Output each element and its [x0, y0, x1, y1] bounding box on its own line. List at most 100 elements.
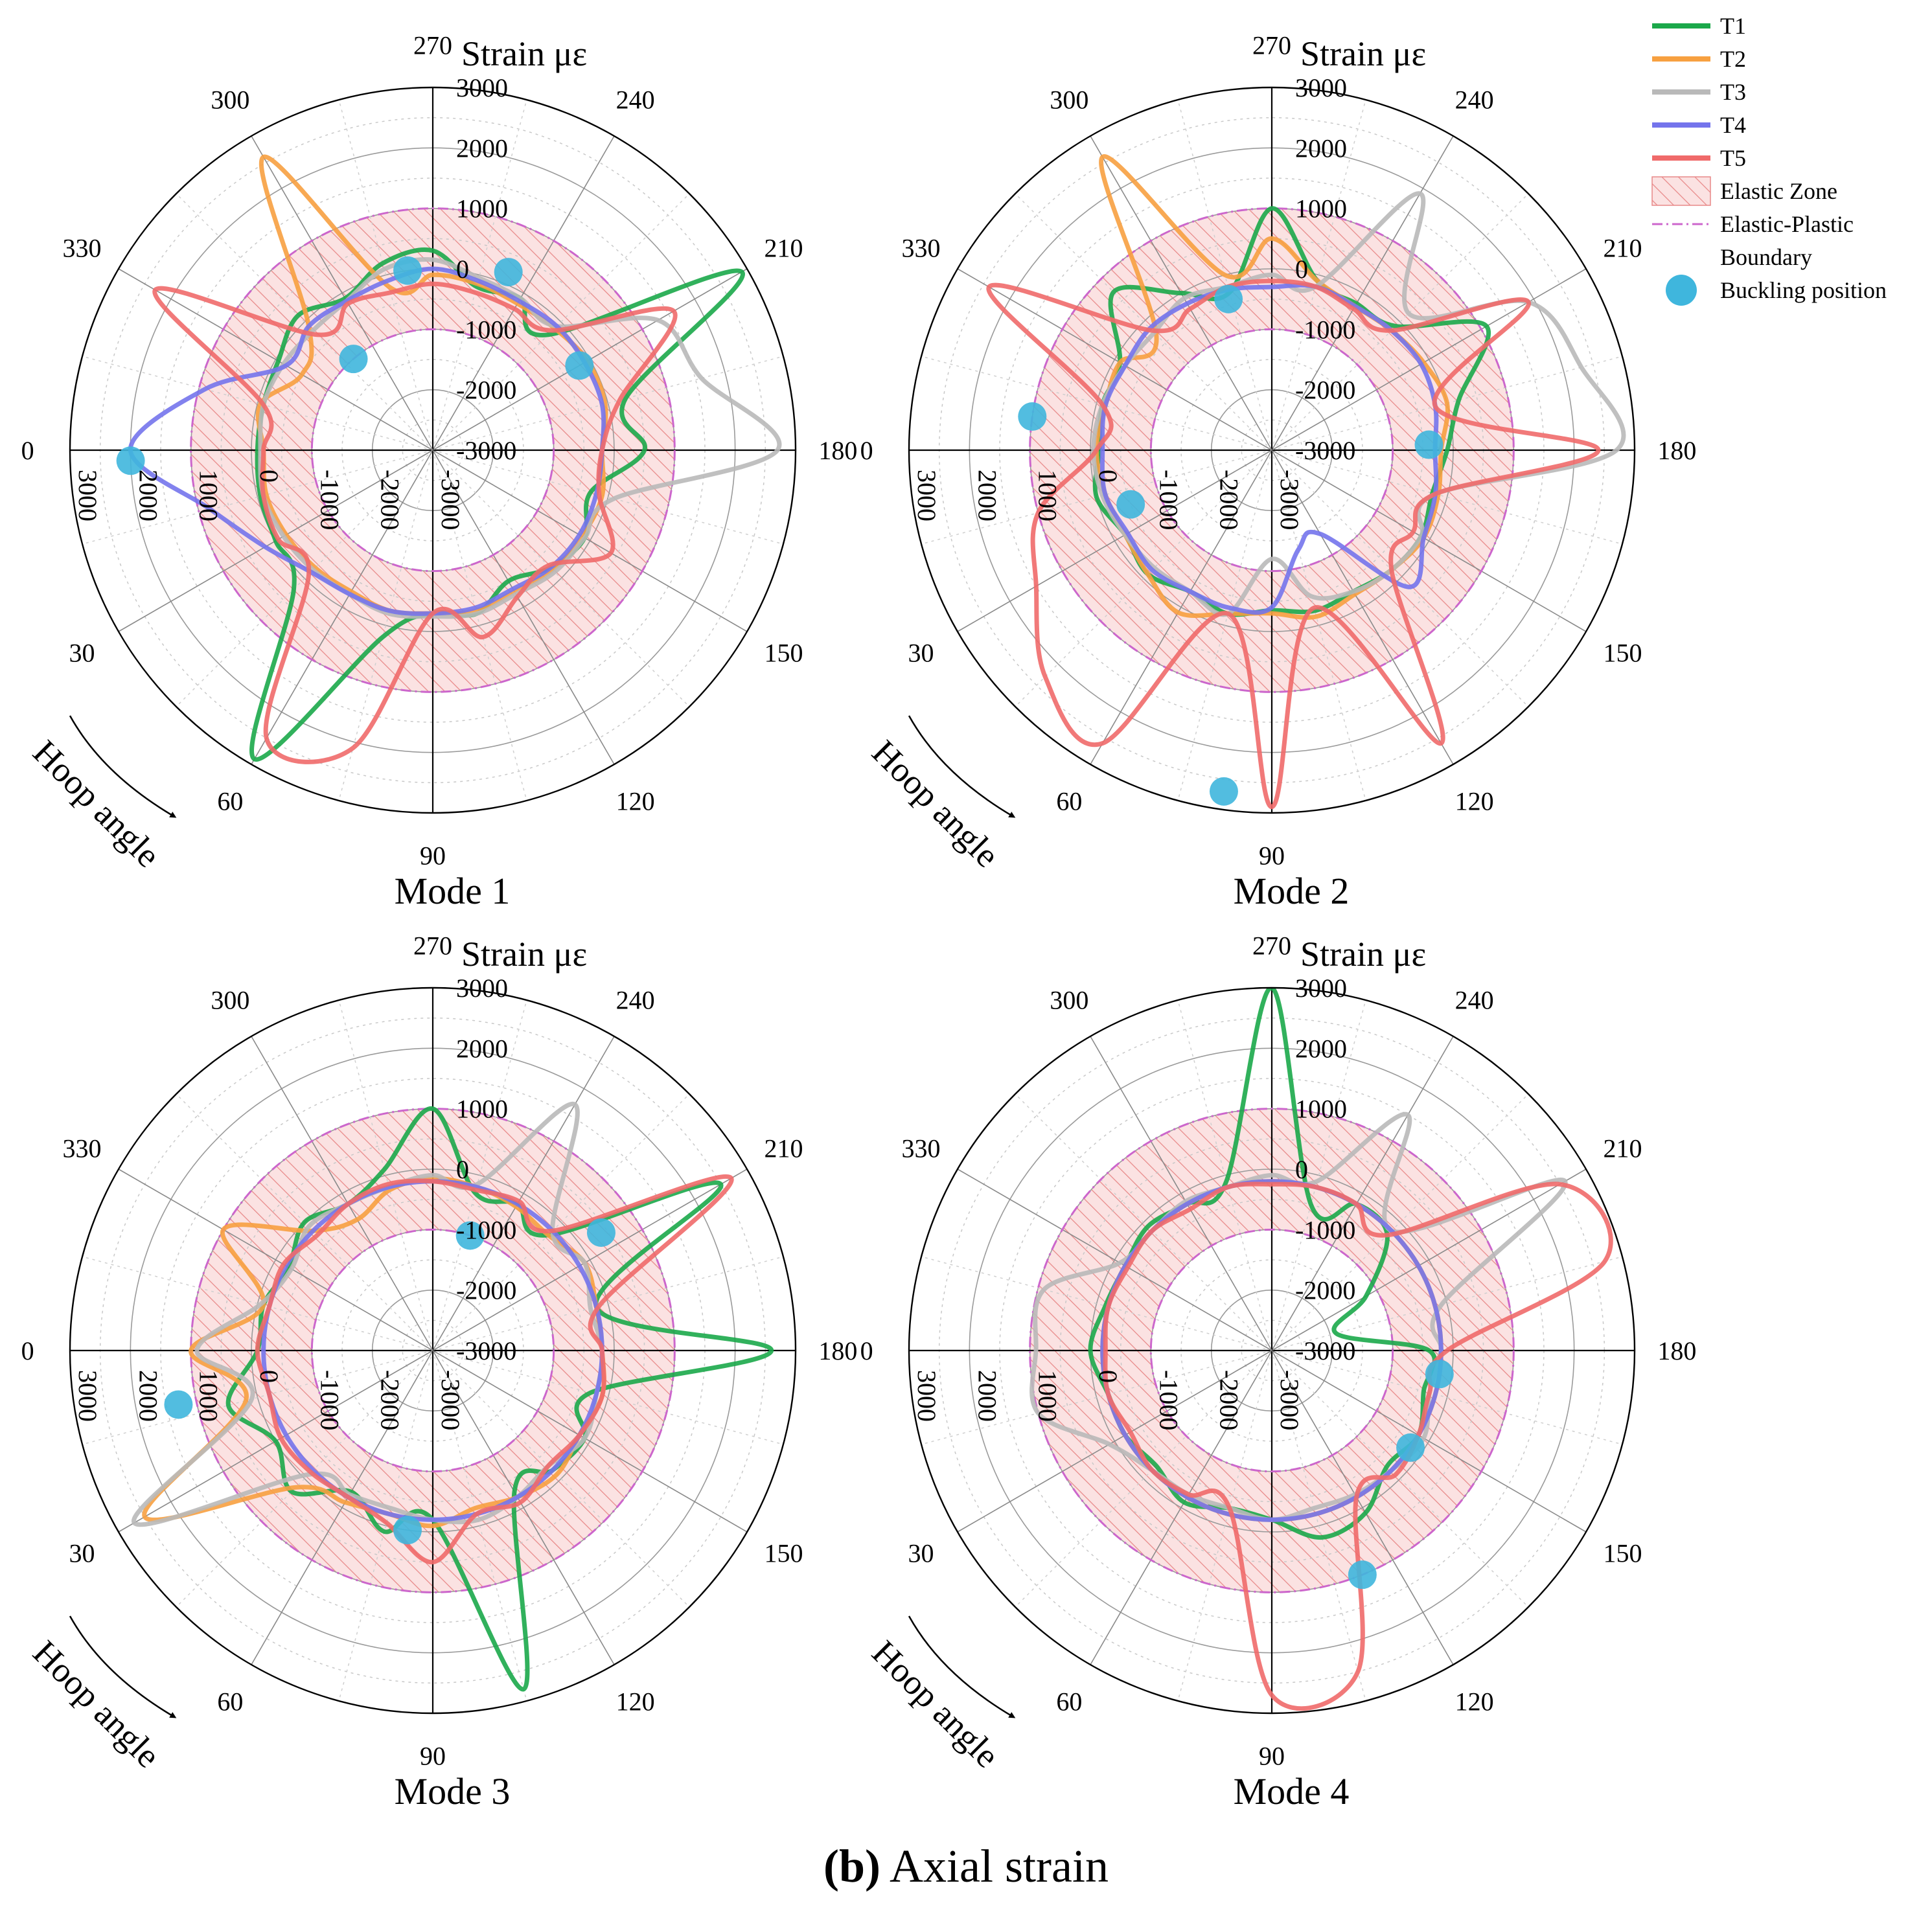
minor-spoke	[176, 193, 433, 451]
series-T4	[1099, 282, 1439, 615]
angle-tick-label: 180	[1657, 1336, 1696, 1365]
angle-tick-label: 270	[413, 31, 452, 60]
radial-tick-label-top: -1000	[456, 1215, 516, 1244]
radial-tick-label-top: 0	[456, 1155, 469, 1184]
radial-tick-label-left: 1000	[194, 470, 224, 521]
angle-tick-label: 210	[1604, 1134, 1642, 1163]
series-T1	[225, 1106, 774, 1692]
major-spoke	[1271, 450, 1587, 632]
minor-spoke	[1177, 450, 1272, 801]
radial-tick-label-left: 0	[255, 1370, 284, 1383]
minor-spoke	[1015, 193, 1272, 451]
radial-tick-label-top: -2000	[456, 1276, 516, 1305]
minor-spoke	[1271, 1350, 1366, 1702]
buckling-point	[1018, 402, 1047, 431]
angle-tick-label: 210	[765, 1134, 803, 1163]
buckling-point	[1116, 490, 1145, 519]
angle-tick-label: 270	[1252, 31, 1291, 60]
angle-tick-label: 180	[1657, 436, 1696, 465]
figure-caption: (b) Axial strain	[0, 1840, 1932, 1893]
minor-spoke	[1271, 999, 1366, 1351]
angle-tick-label: 120	[1455, 1687, 1494, 1716]
angle-tick-label: 30	[908, 639, 934, 668]
angle-tick-label: 300	[211, 985, 249, 1014]
minor-spoke	[432, 1350, 784, 1445]
angle-tick-label: 210	[765, 233, 803, 262]
radial-tick-label-left: 2000	[972, 470, 1002, 521]
radial-tick-label-top: 2000	[456, 1034, 508, 1063]
radial-tick-label-left: -2000	[1215, 470, 1244, 530]
angle-tick-label: 330	[62, 1134, 101, 1163]
series-T5	[255, 1174, 734, 1565]
series-group	[128, 154, 782, 764]
minor-spoke	[82, 1350, 433, 1445]
major-spoke	[118, 1169, 433, 1351]
radial-tick-label-left: -3000	[1275, 1370, 1304, 1430]
buckling-point	[494, 258, 523, 287]
angle-tick-label: 180	[818, 1336, 857, 1365]
caption-text: Axial strain	[890, 1840, 1109, 1892]
radial-tick-label-left: 3000	[73, 470, 102, 521]
radial-tick-label-top: 3000	[1295, 73, 1347, 102]
radial-tick-label-left: -2000	[1215, 1370, 1244, 1430]
minor-spoke	[432, 193, 690, 451]
angle-tick-label: 30	[69, 639, 95, 668]
buckling-point	[1425, 1360, 1454, 1389]
buckling-point	[1396, 1433, 1425, 1462]
buckling-point	[586, 1218, 615, 1247]
minor-spoke	[1271, 450, 1366, 801]
minor-spoke	[432, 1350, 527, 1702]
angle-tick-label: 300	[1050, 85, 1088, 114]
legend-label-boundary-line1: Elastic-Plastic	[1720, 211, 1854, 237]
angle-tick-label: 150	[1604, 1539, 1642, 1568]
major-spoke	[957, 450, 1272, 632]
angle-tick-label: 0	[21, 1336, 34, 1365]
minor-spoke	[432, 450, 690, 707]
minor-spoke	[176, 1350, 433, 1608]
legend-label-T3: T3	[1720, 79, 1746, 105]
angle-tick-label: 150	[765, 1539, 803, 1568]
series-group	[986, 154, 1626, 810]
radial-tick-label-left: 0	[255, 470, 284, 483]
angle-tick-label: 60	[217, 1687, 243, 1716]
minor-spoke	[176, 450, 433, 707]
angle-tick-label: 60	[217, 787, 243, 816]
radial-tick-label-top: -1000	[456, 315, 516, 344]
legend-item-boundary: Elastic-Plastic Boundary	[1652, 211, 1854, 270]
angle-tick-label: 120	[616, 1687, 655, 1716]
hoop-angle-arrow	[908, 715, 1016, 818]
minor-spoke	[1271, 99, 1366, 451]
buckling-point	[393, 1516, 422, 1545]
polar-chart-3: 0 30 60 90 120 150 180 210 240 270 300 330 3000 2000 1…	[21, 931, 858, 1812]
angle-tick-label: 270	[413, 931, 452, 961]
minor-spoke	[432, 99, 527, 451]
radial-tick-label-top: -1000	[1295, 1215, 1355, 1244]
legend-item-T5: T5	[1652, 145, 1746, 171]
major-spoke	[251, 450, 433, 765]
radial-tick-label-left: 1000	[1033, 470, 1063, 521]
buckling-point	[565, 351, 594, 380]
minor-spoke	[1177, 999, 1272, 1351]
radial-tick-label-left: 0	[1094, 470, 1123, 483]
angle-tick-label: 240	[616, 985, 655, 1014]
angle-tick-label: 240	[616, 85, 655, 114]
legend-item-elastic: Elastic Zone	[1651, 176, 1837, 206]
legend-item-T2: T2	[1652, 46, 1746, 72]
panel-title: Mode 1	[395, 870, 511, 912]
minor-spoke	[1015, 1350, 1272, 1608]
minor-spoke	[432, 450, 784, 545]
major-spoke	[432, 1036, 615, 1351]
angle-tick-label: 60	[1056, 1687, 1082, 1716]
angle-tick-label: 60	[1056, 787, 1082, 816]
elastic-plastic-boundary	[190, 207, 676, 693]
angle-tick-label: 0	[21, 436, 34, 465]
buckling-point	[393, 256, 422, 285]
radial-tick-label-top: 2000	[456, 133, 508, 163]
minor-spoke	[1271, 1350, 1529, 1608]
angle-tick-label: 270	[1252, 931, 1291, 961]
radial-tick-label-top: 0	[456, 255, 469, 284]
radial-tick-label-top: 3000	[456, 974, 508, 1003]
minor-spoke	[82, 356, 433, 451]
minor-spoke	[1271, 193, 1529, 451]
minor-spoke	[1271, 450, 1623, 545]
